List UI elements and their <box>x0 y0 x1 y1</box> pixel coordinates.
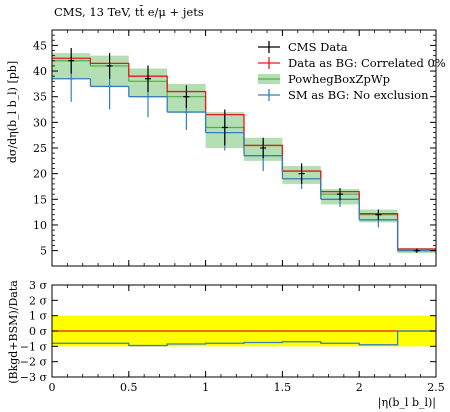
ratio-y-tick-label: 0 σ <box>29 325 47 338</box>
main-y-tick-label: 15 <box>33 193 47 206</box>
main-y-tick-label: 35 <box>33 91 47 104</box>
main-y-tick-label: 40 <box>33 65 47 78</box>
main-y-tick-label: 10 <box>33 219 47 232</box>
legend-label: Data as BG: Correlated 0% <box>288 56 446 70</box>
ratio-x-tick-label: 0 <box>49 381 56 394</box>
legend-label: SM as BG: No exclusion <box>288 88 429 102</box>
ratio-x-tick-label: 0.5 <box>120 381 138 394</box>
main-y-tick-label: 20 <box>33 168 47 181</box>
ratio-y-tick-label: 1 σ <box>29 310 47 323</box>
main-points-group <box>52 47 436 253</box>
ratio-x-axis: 0 0.5 1 1.5 2 2.5 <box>49 285 445 394</box>
main-y-tick-label: 25 <box>33 142 47 155</box>
ratio-y-tick-label: 2 σ <box>29 294 47 307</box>
main-y-tick-label: 5 <box>40 245 47 258</box>
ratio-x-tick-label: 2 <box>356 381 363 394</box>
legend-label: PowhegBoxZpWp <box>288 72 390 86</box>
ratio-y-tick-label: −3 σ <box>20 371 48 384</box>
legend: CMS Data Data as BG: Correlated 0% PowhegB… <box>258 40 446 102</box>
main-plot-panel: 5 10 15 20 25 30 35 40 45 <box>33 29 437 267</box>
chart-title: CMS, 13 TeV, tt̄ e/μ + jets <box>54 5 204 19</box>
ratio-plot-panel: −3 σ −2 σ −1 σ 0 σ 1 σ 2 σ 3 σ 0 0.5 1 1.5 2 2.5 <box>20 279 445 394</box>
ratio-y-tick-label: 3 σ <box>29 279 47 292</box>
ratio-x-tick-label: 2.5 <box>427 381 445 394</box>
ratio-lines-group <box>52 330 436 347</box>
ratio-y-axis-label: (Bkgd+BSM)/Data <box>7 280 20 384</box>
ratio-y-tick-label: −2 σ <box>20 356 48 369</box>
ratio-y-axis: −3 σ −2 σ −1 σ 0 σ 1 σ 2 σ 3 σ <box>20 279 436 384</box>
x-axis-label: |η(b_l b_l)| <box>378 396 436 410</box>
main-x-axis <box>51 30 437 266</box>
main-y-axis-label: dσ/dη(b_l b_l) [pb] <box>6 61 19 163</box>
main-y-tick-label: 45 <box>33 39 47 52</box>
ratio-sm-line <box>52 330 436 347</box>
main-y-tick-label: 30 <box>33 116 47 129</box>
ratio-x-tick-label: 1.5 <box>274 381 292 394</box>
ratio-x-tick-label: 1 <box>202 381 209 394</box>
main-y-axis: 5 10 15 20 25 30 35 40 45 <box>33 34 436 258</box>
legend-label: CMS Data <box>288 40 348 54</box>
ratio-y-tick-label: −1 σ <box>20 340 48 353</box>
